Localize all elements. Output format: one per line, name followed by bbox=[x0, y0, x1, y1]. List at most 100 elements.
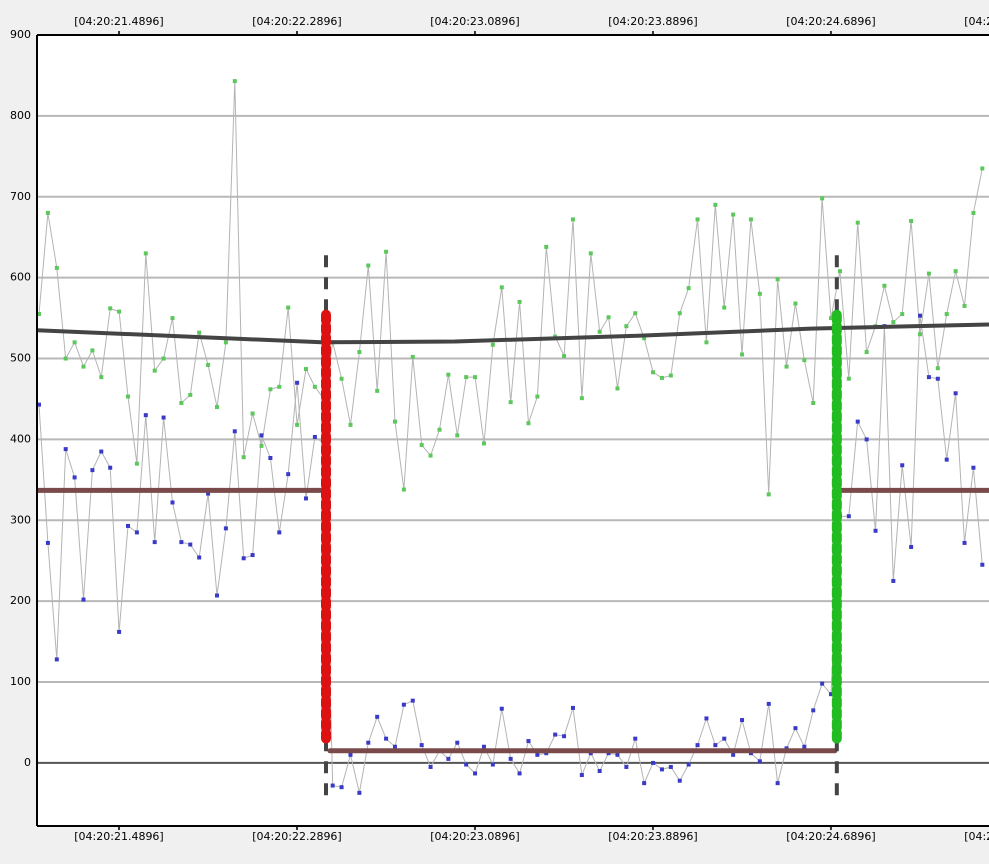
data-point bbox=[686, 762, 691, 767]
data-point bbox=[659, 375, 664, 380]
data-point bbox=[570, 217, 575, 222]
data-point bbox=[375, 714, 380, 719]
data-point bbox=[268, 387, 273, 392]
y-tick-label: 100 bbox=[10, 675, 31, 688]
data-point bbox=[232, 429, 237, 434]
x-tick-label: [04:20:23.8896] bbox=[608, 15, 697, 28]
y-tick-label: 500 bbox=[10, 352, 31, 365]
data-point bbox=[686, 286, 691, 291]
data-point bbox=[820, 196, 825, 201]
data-point bbox=[837, 269, 842, 274]
data-point bbox=[944, 312, 949, 317]
x-tick-label: [04:20:22.2896] bbox=[252, 15, 341, 28]
data-point bbox=[722, 736, 727, 741]
data-point bbox=[544, 244, 549, 249]
data-point bbox=[375, 388, 380, 393]
data-point bbox=[464, 762, 469, 767]
data-point bbox=[152, 368, 157, 373]
data-point bbox=[704, 716, 709, 721]
data-point bbox=[499, 285, 504, 290]
data-point bbox=[775, 781, 780, 786]
data-point bbox=[980, 562, 985, 567]
data-point bbox=[197, 330, 202, 335]
y-tick-label: 600 bbox=[10, 271, 31, 284]
data-point bbox=[695, 743, 700, 748]
data-point bbox=[802, 358, 807, 363]
data-point bbox=[918, 332, 923, 337]
data-point bbox=[295, 422, 300, 427]
plot bbox=[37, 79, 989, 796]
y-tick-label: 900 bbox=[10, 28, 31, 41]
data-point bbox=[303, 367, 308, 372]
data-point bbox=[517, 771, 522, 776]
data-point bbox=[384, 249, 389, 254]
data-point bbox=[179, 540, 184, 545]
data-point bbox=[570, 705, 575, 710]
data-point bbox=[410, 354, 415, 359]
data-point bbox=[829, 692, 834, 697]
data-point bbox=[214, 593, 219, 598]
data-point bbox=[784, 364, 789, 369]
data-point bbox=[953, 391, 958, 396]
data-point bbox=[170, 500, 175, 505]
data-point bbox=[757, 291, 762, 296]
data-point bbox=[108, 306, 113, 311]
data-point bbox=[579, 773, 584, 778]
plot-area bbox=[37, 35, 989, 826]
x-tick-label: [04:20:23.0896] bbox=[430, 830, 519, 843]
data-point bbox=[597, 329, 602, 334]
data-point bbox=[188, 542, 193, 547]
data-point bbox=[926, 271, 931, 276]
data-point bbox=[277, 384, 282, 389]
data-point bbox=[615, 386, 620, 391]
data-point bbox=[882, 283, 887, 288]
data-point bbox=[401, 702, 406, 707]
data-point bbox=[855, 419, 860, 424]
data-point bbox=[241, 455, 246, 460]
data-point bbox=[188, 392, 193, 397]
data-point bbox=[357, 790, 362, 795]
data-point bbox=[775, 277, 780, 282]
data-point bbox=[766, 492, 771, 497]
data-point bbox=[659, 767, 664, 772]
data-point bbox=[481, 441, 486, 446]
data-point bbox=[624, 324, 629, 329]
data-point bbox=[99, 375, 104, 380]
data-point bbox=[633, 311, 638, 316]
data-point bbox=[250, 411, 255, 416]
data-point bbox=[54, 657, 59, 662]
data-point bbox=[54, 265, 59, 270]
data-point bbox=[891, 578, 896, 583]
x-tick-label: [04:20:21.4896] bbox=[74, 15, 163, 28]
data-point bbox=[864, 437, 869, 442]
data-point bbox=[864, 350, 869, 355]
data-point bbox=[740, 718, 745, 723]
data-point bbox=[606, 315, 611, 320]
data-point bbox=[339, 785, 344, 790]
y-tick-label: 200 bbox=[10, 594, 31, 607]
data-point bbox=[214, 405, 219, 410]
data-point bbox=[455, 740, 460, 745]
data-point bbox=[419, 743, 424, 748]
data-point bbox=[740, 352, 745, 357]
data-point bbox=[392, 419, 397, 424]
data-point bbox=[392, 744, 397, 749]
data-point bbox=[464, 375, 469, 380]
x-tick-label: [04:20:25.4896] bbox=[964, 15, 989, 28]
data-point bbox=[588, 251, 593, 256]
data-point bbox=[312, 434, 317, 439]
data-point bbox=[161, 356, 166, 361]
data-point bbox=[63, 447, 68, 452]
data-point bbox=[45, 540, 50, 545]
data-point bbox=[419, 443, 424, 448]
data-point bbox=[81, 597, 86, 602]
data-point bbox=[90, 348, 95, 353]
data-point bbox=[900, 463, 905, 468]
y-tick-label: 0 bbox=[24, 756, 31, 769]
data-point bbox=[259, 433, 264, 438]
data-point bbox=[401, 487, 406, 492]
data-point bbox=[295, 380, 300, 385]
data-point bbox=[499, 706, 504, 711]
